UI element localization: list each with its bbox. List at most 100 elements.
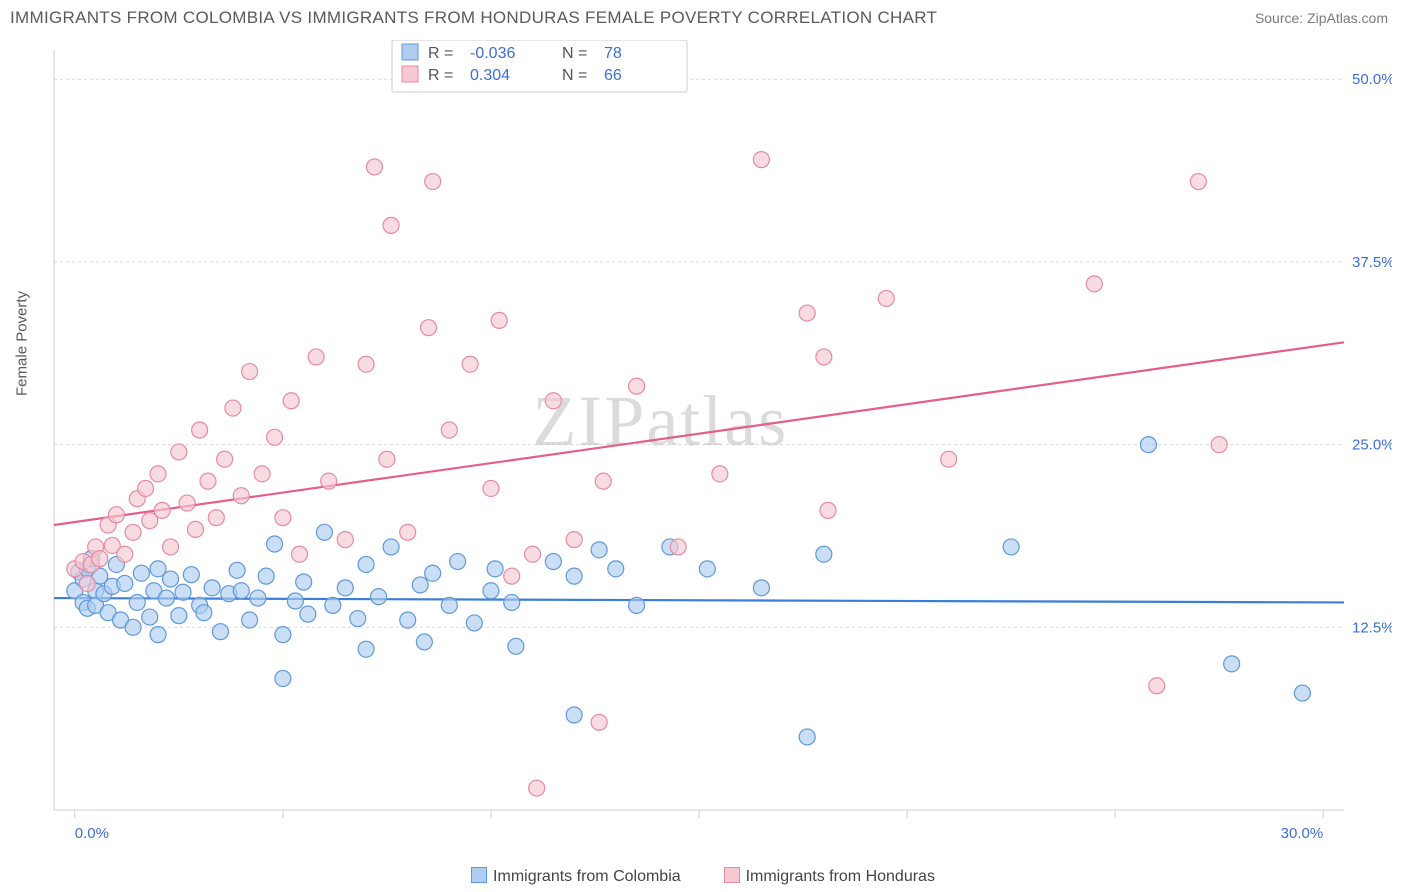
scatter-point-honduras [483, 480, 499, 496]
scatter-point-colombia [163, 571, 179, 587]
scatter-point-colombia [250, 590, 266, 606]
scatter-point-colombia [487, 561, 503, 577]
scatter-point-colombia [591, 542, 607, 558]
scatter-point-colombia [296, 574, 312, 590]
scatter-point-colombia [275, 670, 291, 686]
legend-n-label: N = [562, 67, 587, 84]
scatter-point-honduras [92, 551, 108, 567]
scatter-point-honduras [425, 174, 441, 190]
scatter-point-honduras [358, 356, 374, 372]
scatter-point-honduras [267, 429, 283, 445]
scatter-point-colombia [183, 567, 199, 583]
scatter-point-honduras [337, 532, 353, 548]
scatter-point-honduras [525, 546, 541, 562]
scatter-point-colombia [1224, 656, 1240, 672]
scatter-point-colombia [117, 575, 133, 591]
chart-header: IMMIGRANTS FROM COLOMBIA VS IMMIGRANTS F… [0, 0, 1406, 32]
scatter-point-colombia [204, 580, 220, 596]
scatter-point-colombia [425, 565, 441, 581]
scatter-point-colombia [400, 612, 416, 628]
scatter-point-colombia [358, 641, 374, 657]
legend-r-label: R = [428, 45, 453, 62]
y-tick-label: 37.5% [1352, 254, 1392, 271]
scatter-point-colombia [142, 609, 158, 625]
x-tick-label: 30.0% [1281, 825, 1324, 840]
scatter-point-honduras [383, 217, 399, 233]
scatter-point-colombia [267, 536, 283, 552]
scatter-point-colombia [699, 561, 715, 577]
scatter-point-honduras [379, 451, 395, 467]
scatter-point-honduras [321, 473, 337, 489]
scatter-point-colombia [158, 590, 174, 606]
scatter-point-colombia [337, 580, 353, 596]
scatter-point-honduras [242, 364, 258, 380]
legend-swatch-colombia [471, 867, 487, 883]
scatter-point-colombia [629, 597, 645, 613]
scatter-point-colombia [316, 524, 332, 540]
scatter-point-honduras [1211, 437, 1227, 453]
scatter-point-colombia [358, 556, 374, 572]
scatter-point-colombia [566, 707, 582, 723]
scatter-point-honduras [233, 488, 249, 504]
x-tick-label: 0.0% [75, 825, 109, 840]
legend-label: Immigrants from Colombia [493, 868, 681, 885]
scatter-point-colombia [300, 606, 316, 622]
chart-source: Source: ZipAtlas.com [1255, 10, 1388, 26]
scatter-point-honduras [799, 305, 815, 321]
scatter-point-honduras [79, 575, 95, 591]
scatter-point-honduras [545, 393, 561, 409]
scatter-point-colombia [175, 584, 191, 600]
scatter-point-honduras [529, 780, 545, 796]
scatter-point-colombia [325, 597, 341, 613]
scatter-point-honduras [566, 532, 582, 548]
scatter-point-colombia [412, 577, 428, 593]
scatter-point-honduras [1190, 174, 1206, 190]
scatter-point-colombia [212, 624, 228, 640]
scatter-point-honduras [308, 349, 324, 365]
scatter-point-honduras [154, 502, 170, 518]
scatter-point-honduras [441, 422, 457, 438]
scatter-point-colombia [150, 627, 166, 643]
scatter-point-honduras [504, 568, 520, 584]
scatter-point-colombia [508, 638, 524, 654]
scatter-point-colombia [383, 539, 399, 555]
scatter-point-honduras [217, 451, 233, 467]
correlation-legend: R =-0.036N =78R =0.304N =66 [392, 40, 687, 92]
scatter-point-honduras [117, 546, 133, 562]
scatter-point-colombia [799, 729, 815, 745]
scatter-point-colombia [545, 554, 561, 570]
scatter-point-honduras [670, 539, 686, 555]
scatter-point-colombia [133, 565, 149, 581]
scatter-point-honduras [820, 502, 836, 518]
scatter-point-colombia [129, 594, 145, 610]
legend-r-value: 0.304 [470, 67, 510, 84]
scatter-point-colombia [416, 634, 432, 650]
bottom-legend-item-honduras: Immigrants from Honduras [724, 868, 935, 885]
legend-r-label: R = [428, 67, 453, 84]
scatter-point-honduras [491, 312, 507, 328]
legend-swatch-colombia [402, 44, 418, 60]
bottom-legend-item-colombia: Immigrants from Colombia [471, 868, 681, 885]
legend-label: Immigrants from Honduras [746, 868, 935, 885]
scatter-point-colombia [441, 597, 457, 613]
y-tick-label: 50.0% [1352, 71, 1392, 88]
scatter-point-colombia [753, 580, 769, 596]
scatter-point-honduras [275, 510, 291, 526]
y-tick-label: 25.0% [1352, 437, 1392, 454]
scatter-point-colombia [233, 583, 249, 599]
scatter-point-honduras [192, 422, 208, 438]
scatter-point-honduras [816, 349, 832, 365]
legend-n-label: N = [562, 45, 587, 62]
regression-line-colombia [54, 598, 1344, 602]
scatter-point-honduras [753, 152, 769, 168]
scatter-point-honduras [108, 507, 124, 523]
scatter-point-honduras [400, 524, 416, 540]
legend-swatch-honduras [724, 867, 740, 883]
legend-swatch-honduras [402, 66, 418, 82]
scatter-point-honduras [138, 480, 154, 496]
scatter-point-colombia [171, 608, 187, 624]
scatter-point-colombia [196, 605, 212, 621]
bottom-legend: Immigrants from Colombia Immigrants from… [0, 867, 1406, 886]
scatter-point-honduras [125, 524, 141, 540]
scatter-point-honduras [292, 546, 308, 562]
